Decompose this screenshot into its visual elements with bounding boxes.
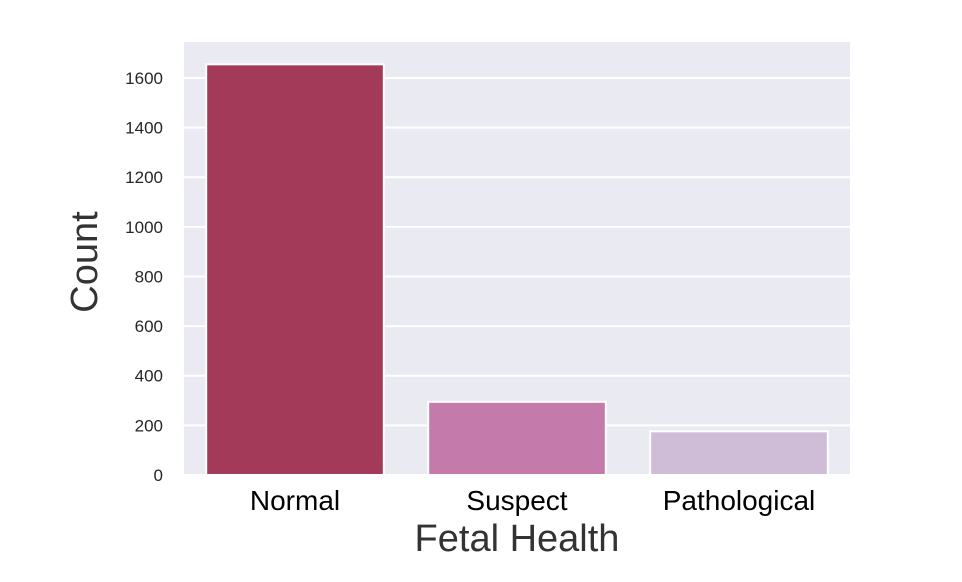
x-tick-label: Suspect — [466, 485, 567, 516]
y-tick-label: 1600 — [125, 69, 163, 88]
y-tick-labels: 0 200 400 600 800 1000 1200 1400 1600 — [125, 69, 163, 485]
x-axis-title: Fetal Health — [415, 518, 620, 560]
y-tick-label: 600 — [135, 317, 163, 336]
y-tick-label: 800 — [135, 267, 163, 286]
bar-suspect — [427, 400, 607, 477]
y-tick-label: 1400 — [125, 119, 163, 138]
y-tick-label: 0 — [154, 466, 163, 485]
y-tick-label: 200 — [135, 416, 163, 435]
y-axis-title: Count — [64, 211, 106, 313]
bars — [205, 63, 829, 477]
x-tick-label: Normal — [250, 485, 340, 516]
y-tick-label: 1000 — [125, 218, 163, 237]
bar-pathological — [649, 430, 829, 476]
y-tick-label: 1200 — [125, 168, 163, 187]
bar-normal — [205, 63, 385, 477]
x-tick-labels: Normal Suspect Pathological — [250, 485, 815, 516]
y-tick-label: 400 — [135, 367, 163, 386]
x-tick-label: Pathological — [663, 485, 816, 516]
